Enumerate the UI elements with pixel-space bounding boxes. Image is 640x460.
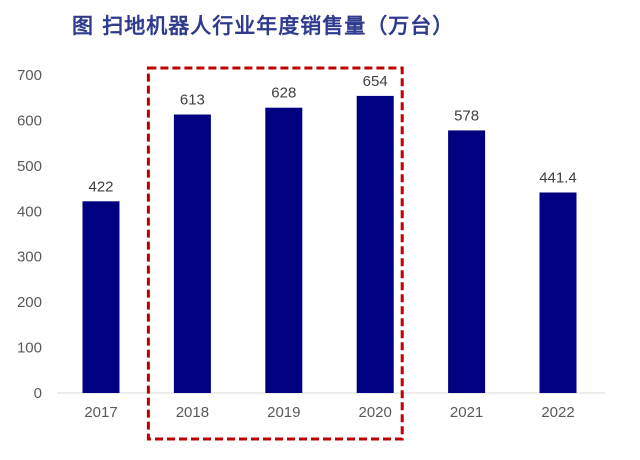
data-label: 613 (180, 92, 205, 109)
bar-2018 (173, 114, 211, 393)
data-label: 654 (363, 73, 388, 90)
bar-2021 (448, 130, 486, 393)
y-tick-label: 600 (17, 112, 42, 129)
y-tick-label: 100 (17, 340, 42, 357)
y-tick-label: 400 (17, 203, 42, 220)
x-tick-label: 2018 (176, 404, 209, 421)
bar-2017 (82, 201, 120, 393)
x-tick-label: 2017 (84, 404, 117, 421)
x-tick-label: 2022 (541, 404, 574, 421)
y-tick-label: 500 (17, 158, 42, 175)
data-label: 422 (88, 178, 113, 195)
bar-2020 (356, 95, 394, 393)
y-tick-label: 300 (17, 249, 42, 266)
y-tick-label: 200 (17, 294, 42, 311)
x-tick-label: 2021 (450, 404, 483, 421)
data-label: 628 (271, 85, 296, 102)
x-tick-label: 2019 (267, 404, 300, 421)
data-label: 578 (454, 107, 479, 124)
bar-2022 (539, 192, 577, 393)
y-tick-label: 700 (17, 67, 42, 84)
x-tick-label: 2020 (359, 404, 392, 421)
highlight-dashed-box (146, 66, 404, 441)
bar-2019 (265, 107, 303, 394)
data-label: 441.4 (539, 169, 577, 186)
y-tick-label: 0 (34, 385, 42, 402)
chart-title: 图 扫地机器人行业年度销售量（万台） (72, 14, 455, 38)
